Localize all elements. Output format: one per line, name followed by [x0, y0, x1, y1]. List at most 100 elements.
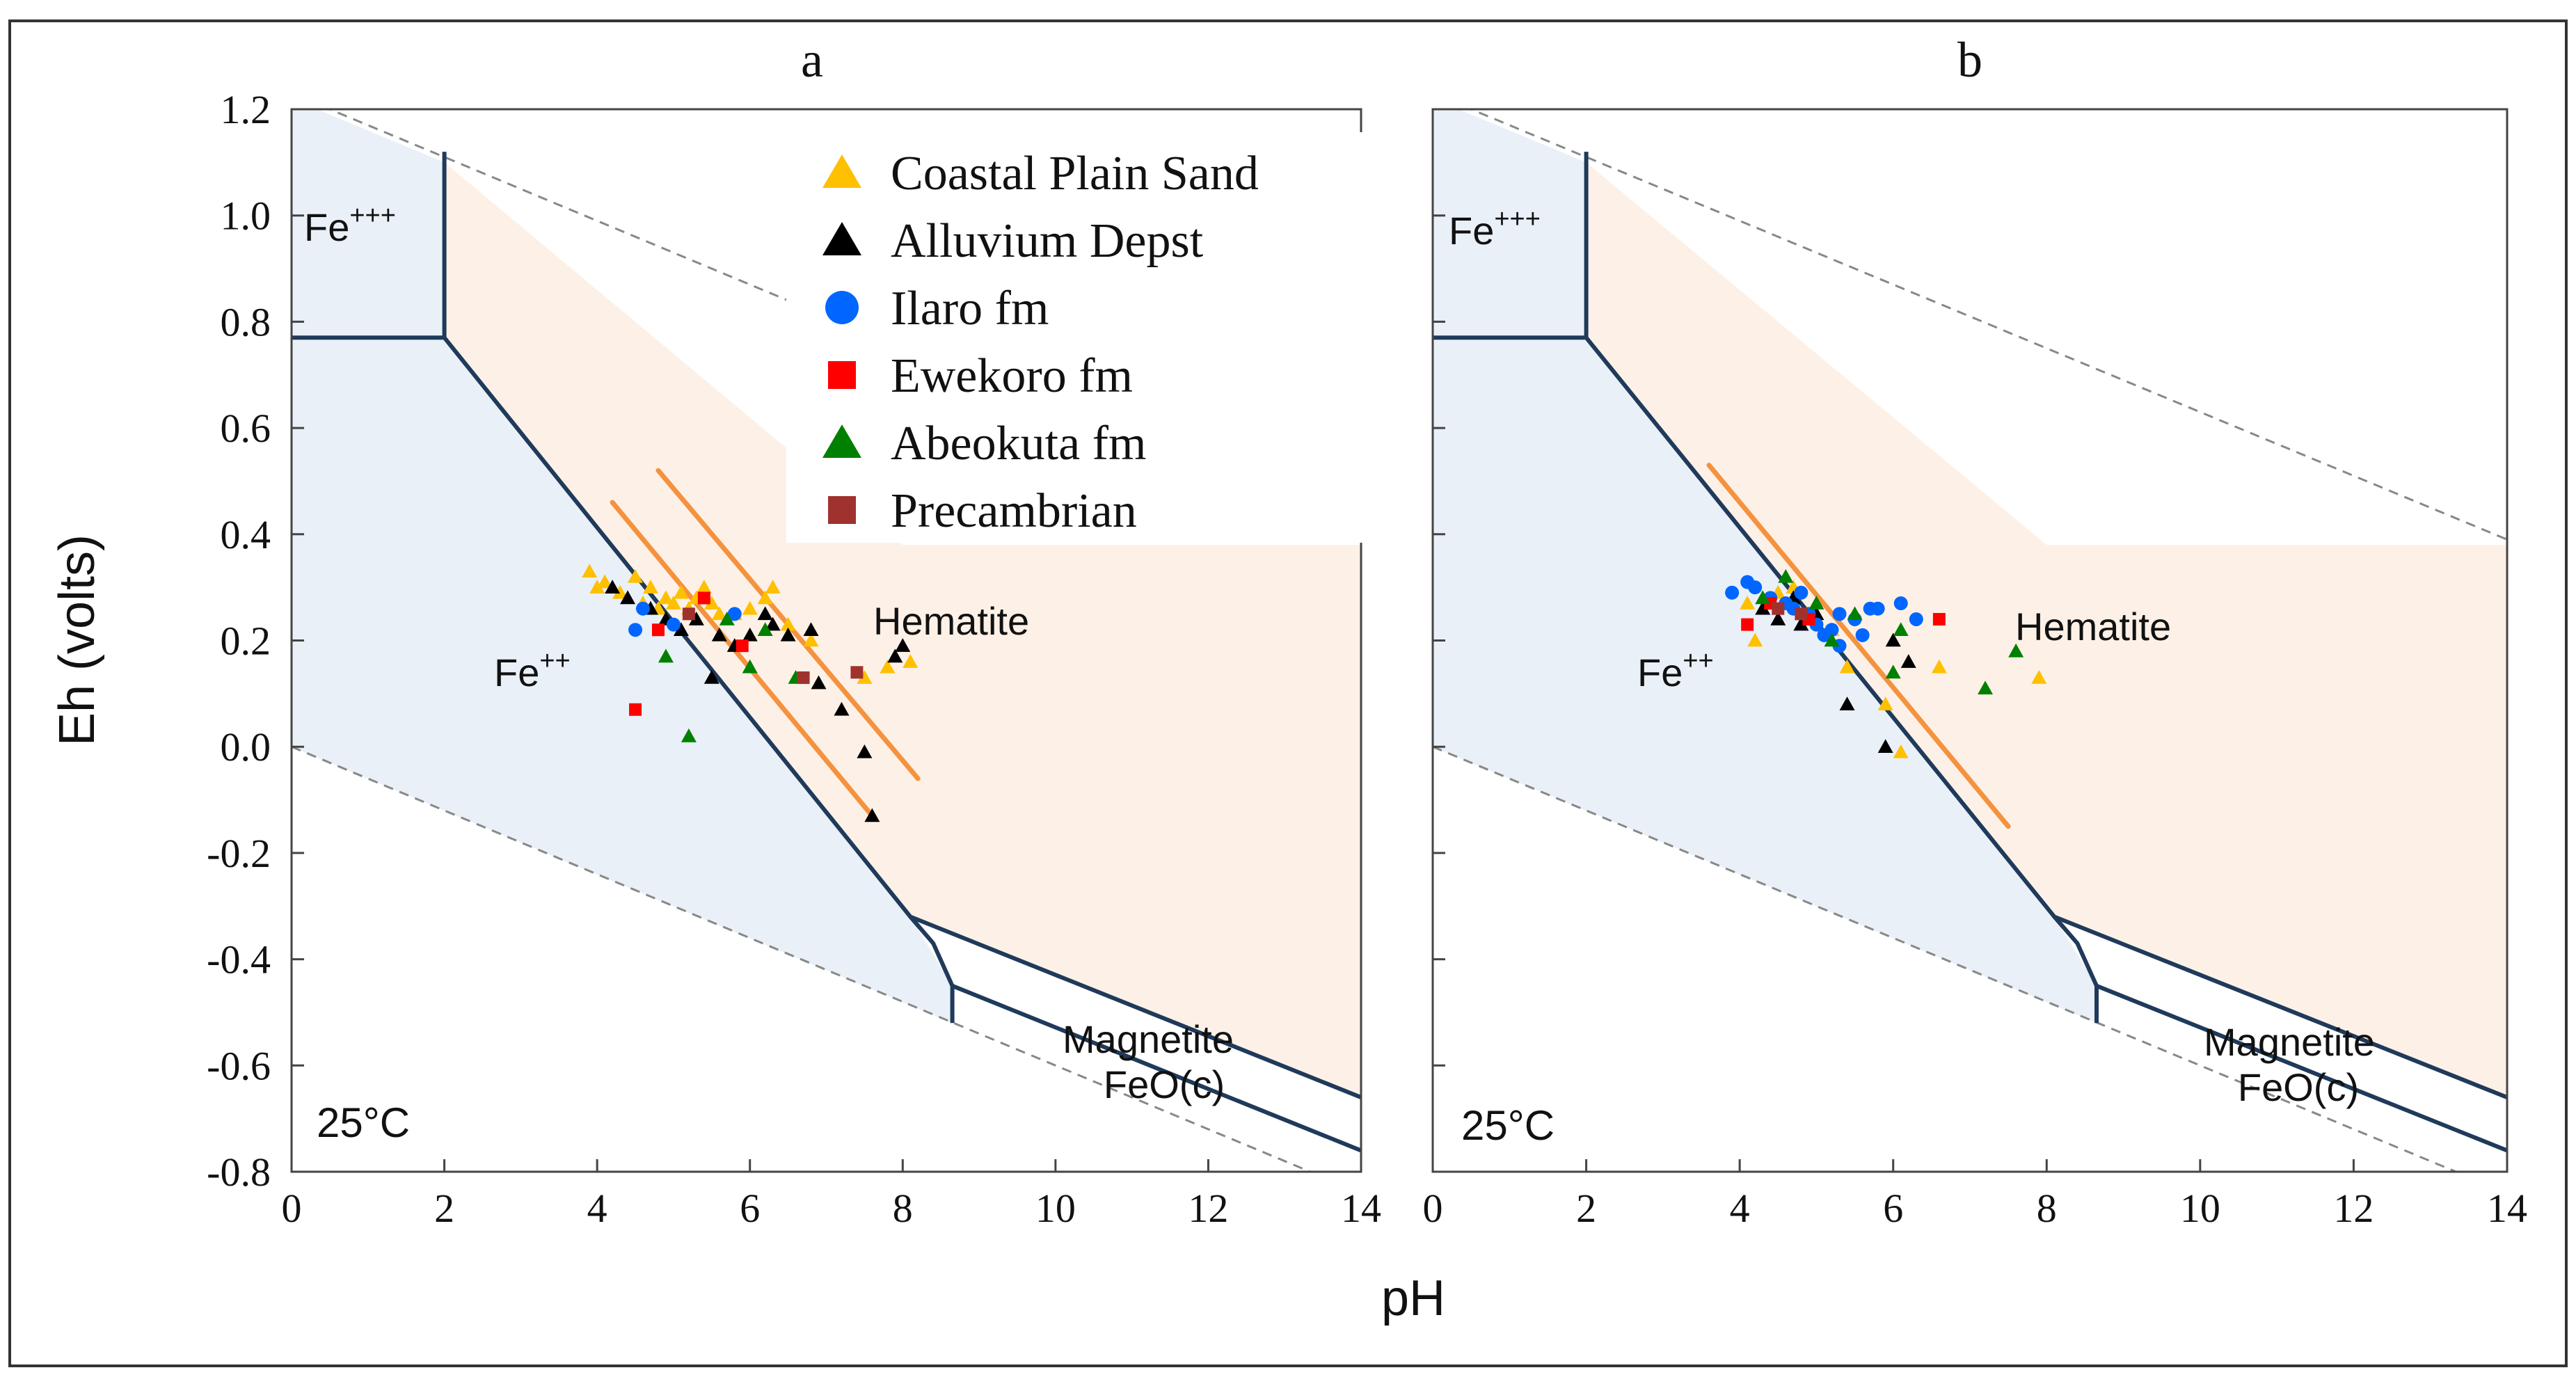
data-point-ewekoro-fm: [697, 591, 710, 605]
legend-entry: Abeokuta fm: [822, 417, 1146, 470]
hematite-region: [444, 162, 1361, 1098]
x-tick-label: 6: [1883, 1186, 1903, 1231]
data-point-coastal-plain-sand: [765, 580, 781, 594]
data-point-ewekoro-fm: [1741, 618, 1754, 631]
data-point-abeokuta-fm: [1847, 606, 1863, 621]
data-point-precambrian: [850, 666, 864, 679]
data-point-coastal-plain-sand: [903, 654, 919, 668]
data-point-abeokuta-fm: [1808, 596, 1824, 610]
legend-marker: [825, 291, 859, 324]
y-tick-label: 0.8: [221, 299, 271, 344]
data-point-coastal-plain-sand: [612, 584, 628, 599]
data-point-precambrian: [797, 671, 810, 684]
data-point-coastal-plain-sand: [696, 580, 712, 594]
data-point-ilaro-fm: [1824, 623, 1839, 637]
data-point-coastal-plain-sand: [757, 590, 773, 605]
x-tick-label: 0: [282, 1186, 302, 1231]
trend-line: [610, 500, 875, 818]
x-tick-label: 12: [1188, 1186, 1228, 1231]
data-point-alluvium-depst: [757, 606, 773, 621]
data-point-abeokuta-fm: [757, 622, 773, 637]
legend-marker: [822, 222, 861, 255]
data-point-alluvium-depst: [803, 622, 819, 637]
y-tick-label: -0.4: [207, 937, 271, 982]
phase-boundary-line: [2053, 915, 2099, 1024]
x-tick-label: 8: [2037, 1186, 2057, 1231]
data-point-ilaro-fm: [1725, 585, 1740, 600]
data-point-precambrian: [682, 607, 695, 621]
data-point-coastal-plain-sand: [1839, 659, 1855, 674]
zone-label-feo: FeO(c): [1104, 1062, 1225, 1106]
data-point-ilaro-fm: [1855, 628, 1870, 642]
data-point-alluvium-depst: [780, 627, 796, 642]
legend-label: Coastal Plain Sand: [891, 147, 1259, 200]
data-point-coastal-plain-sand: [1877, 697, 1893, 710]
data-point-precambrian: [1795, 607, 1808, 621]
data-point-ilaro-fm: [1832, 607, 1847, 621]
x-tick-label: 14: [1341, 1186, 1381, 1231]
phase-boundary-line: [951, 984, 1361, 1153]
legend-label: Alluvium Depst: [891, 214, 1204, 268]
data-point-abeokuta-fm: [1824, 632, 1840, 647]
legend: Coastal Plain Sand Alluvium Depst Ilaro fm…: [786, 132, 1364, 543]
legend-entry: Ilaro fm: [825, 282, 1049, 335]
zone-label-fe2-b-sup: ++: [1683, 646, 1713, 676]
data-point-coastal-plain-sand: [665, 596, 681, 610]
zone-label-fe2-sup: ++: [539, 646, 570, 676]
legend-entry: Alluvium Depst: [822, 214, 1204, 268]
y-tick-label: 1.0: [221, 193, 271, 239]
data-point-abeokuta-fm: [742, 659, 758, 674]
zone-label-fe3-b: Fe+++: [1449, 205, 1541, 253]
data-point-coastal-plain-sand: [711, 606, 727, 621]
zone-label-fe2-b-base: Fe: [1637, 651, 1683, 694]
data-point-alluvium-depst: [895, 638, 911, 652]
x-tick-label: 2: [1576, 1186, 1596, 1231]
zone-label-fe2: Fe++: [494, 646, 571, 694]
data-point-alluvium-depst: [742, 627, 758, 642]
data-point-coastal-plain-sand: [589, 580, 605, 594]
y-tick-label: 0.0: [221, 724, 271, 770]
y-tick-label: 0.6: [221, 406, 271, 451]
data-point-ilaro-fm: [1870, 601, 1885, 616]
data-point-alluvium-depst: [1793, 616, 1809, 631]
water-stability-line: [1468, 109, 2507, 541]
data-point-coastal-plain-sand: [1740, 596, 1756, 610]
data-point-ilaro-fm: [1794, 585, 1808, 600]
zone-label-hematite: Hematite: [873, 599, 1029, 643]
data-point-precambrian: [1772, 602, 1785, 615]
x-tick-label: 2: [434, 1186, 454, 1231]
data-point-ewekoro-fm: [651, 623, 665, 637]
data-point-abeokuta-fm: [1778, 568, 1794, 583]
y-tick-label: 0.2: [221, 619, 271, 664]
data-point-abeokuta-fm: [1893, 622, 1909, 637]
zone-label-feo-b: FeO(c): [2238, 1065, 2359, 1109]
data-point-coastal-plain-sand: [742, 600, 758, 615]
figure-frame: [8, 19, 2568, 1367]
data-point-ewekoro-fm: [736, 639, 749, 653]
data-point-alluvium-depst: [673, 622, 689, 637]
data-point-alluvium-depst: [1885, 632, 1901, 647]
fe-aqueous-region: [292, 109, 953, 1024]
temperature-label: 25°C: [317, 1099, 410, 1146]
data-point-alluvium-depst: [864, 808, 880, 822]
data-point-alluvium-depst: [1900, 654, 1916, 668]
data-point-alluvium-depst: [1877, 739, 1893, 753]
data-point-coastal-plain-sand: [582, 564, 598, 578]
data-point-coastal-plain-sand: [2031, 669, 2047, 684]
phase-boundary-line: [909, 915, 955, 1024]
data-point-abeokuta-fm: [681, 728, 697, 742]
legend-label: Ilaro fm: [891, 282, 1049, 335]
data-point-ilaro-fm: [727, 607, 742, 621]
zone-label-fe3-sup: +++: [349, 201, 396, 230]
hematite-region: [1586, 162, 2507, 1098]
water-stability-line: [292, 745, 1313, 1172]
trend-line: [1706, 463, 2011, 829]
x-tick-label: 4: [587, 1186, 607, 1231]
data-point-coastal-plain-sand: [1931, 659, 1947, 674]
zone-label-magnetite: Magnetite: [1063, 1017, 1234, 1061]
x-axis-label: pH: [1381, 1271, 1445, 1326]
data-point-ilaro-fm: [1748, 580, 1763, 595]
y-tick-label: 1.2: [221, 87, 271, 132]
legend-label: Abeokuta fm: [891, 417, 1146, 470]
zone-label-hematite-b: Hematite: [2015, 605, 2171, 648]
